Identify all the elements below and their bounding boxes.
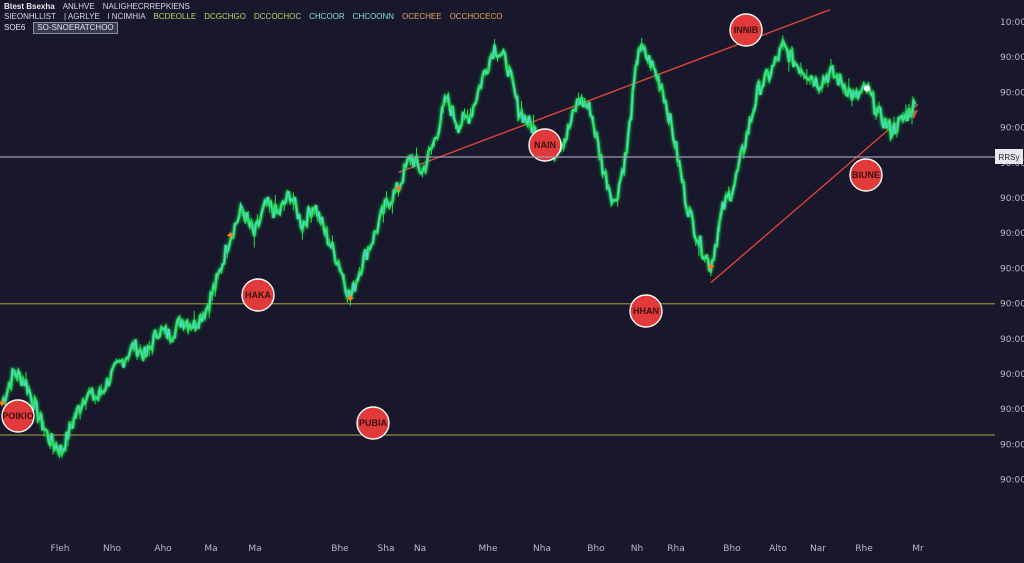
current-price-box [995,149,1023,164]
x-tick-label: Mr [912,544,924,554]
current-price: RRSy [0,149,1023,164]
x-axis: Fleh Nho Aho Ma Ma Bhe Sha Na Mhe Nha Bho Nh Rha Bho A… [51,544,924,554]
annotation-badge [629,294,663,328]
price-line [0,37,917,460]
indicator-label[interactable]: OCCHOCECO [449,12,503,21]
indicator-label[interactable]: | AGRLYE [64,12,100,21]
trend-line-lower [710,103,919,284]
pivot-marker: ✦ [393,181,403,195]
indicator-label[interactable]: DCCOCHOC [254,12,302,21]
price-line-highlight [1,39,916,457]
symbol-badge[interactable]: SO-SNOERATCHOO [33,22,118,34]
annotation-label: PUBIA [359,418,388,428]
pivot-marker: ✦ [706,260,716,274]
indicator-label[interactable]: DCGCHGO [204,12,246,21]
annotation-label: HAKA [245,290,271,300]
x-tick-label: Rha [667,544,684,554]
annotation-badge [528,128,562,162]
x-tick-label: Na [414,544,426,554]
y-tick-label: 90:00 [1000,370,1024,380]
y-tick-label: 90:00 [1000,440,1024,450]
x-tick-label: Nh [631,544,643,554]
x-tick-label: Nho [103,544,121,554]
annotation-badge [729,13,763,47]
x-tick-label: Nha [533,544,551,554]
x-tick-label: Mhe [478,544,497,554]
indicator-label[interactable]: l NCIMHIA [107,12,146,21]
x-tick-label: Alto [769,544,787,554]
y-tick-label: 90:00 [1000,476,1024,486]
y-tick-label: 90:00 [1000,300,1024,310]
annotation-label: INNIB [734,25,759,35]
indicator-label[interactable]: CHCOONN [352,12,395,21]
x-tick-label: Bho [723,544,741,554]
indicator-label[interactable]: SIEONHLLIST [4,12,57,21]
x-tick-label: Sha [378,544,395,554]
current-price-label: RRSy [999,153,1020,162]
pivot-dot [863,85,870,92]
chart-title: Btest Bsexha [4,2,55,11]
chart-header: Btest Bsexha ANLHVE NALIGHECRREPKIENS SI… [4,2,502,34]
x-tick-label: Ma [204,544,217,554]
pivot-marker: ✦ [345,292,355,306]
x-tick-label: Ma [248,544,261,554]
annotation-badge [849,158,883,192]
x-tick-label: Aho [154,544,172,554]
symbol-label: SOE6 [4,23,26,32]
y-tick-label: 90:00 [1000,124,1024,134]
annotation-label: BIUNE [852,170,880,180]
pivot-markers: ✦✦✦✦✦✦ [0,85,870,411]
annotation-badge [1,399,35,433]
annotations: POIKIO HAKA PUBIA NAIN HHAN INNIB BIUNE [1,13,883,440]
x-tick-label: Rhe [855,544,873,554]
horizontal-levels [0,303,995,436]
y-tick-label: 90:00 [1000,194,1024,204]
annotation-label: POIKIO [2,411,34,421]
annotation-badge [241,278,275,312]
y-tick-label: 90:00 [1000,264,1024,274]
y-axis: 10:00 90:00 90:00 90:00 90:00 90:00 90:00 90:00… [1000,18,1024,486]
pivot-marker: ✦ [225,229,235,243]
y-tick-label: 90:00 [1000,88,1024,98]
y-tick-label: 90:00 [1000,229,1024,239]
y-tick-label: 90:00 [1000,53,1024,63]
header-row-1: Btest Bsexha ANLHVE NALIGHECRREPKIENS [4,2,502,12]
annotation-badge [356,406,390,440]
trend-lines [398,9,919,284]
header-item: ANLHVE [62,2,95,11]
x-tick-label: Bhe [331,544,349,554]
indicator-label[interactable]: CHCOOR [309,12,345,21]
annotation-label: NAIN [534,140,556,150]
pivot-marker: ✦ [0,397,7,411]
y-tick-label: 90:00 [1000,335,1024,345]
indicator-label[interactable]: OCECHEE [402,12,442,21]
y-tick-label: 90:00 [1000,405,1024,415]
indicator-label[interactable]: BCDEOLLE [153,12,197,21]
header-item: NALIGHECRREPKIENS [102,2,190,11]
price-series [0,35,917,460]
y-tick-label: 10:00 [1000,18,1024,28]
trend-line-upper [398,9,831,174]
header-row-2: SIEONHLLIST | AGRLYE l NCIMHIA BCDEOLLE … [4,12,502,22]
x-tick-label: Bho [587,544,605,554]
header-row-3: SOE6 SO-SNOERATCHOO [4,22,502,34]
x-tick-label: Fleh [51,544,70,554]
annotation-label: HHAN [633,306,659,316]
x-tick-label: Nar [810,544,826,554]
